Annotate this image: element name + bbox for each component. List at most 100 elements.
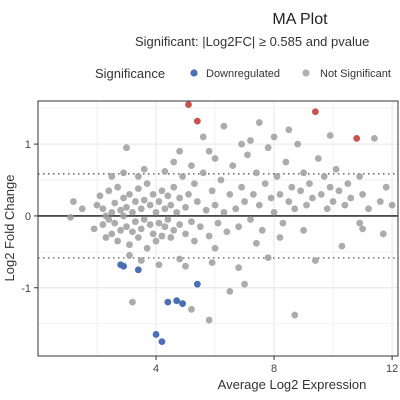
- point-not-significant: [164, 192, 172, 200]
- point-not-significant: [329, 198, 337, 205]
- point-not-significant: [140, 216, 148, 223]
- point-not-significant: [279, 219, 287, 227]
- point-not-significant: [170, 226, 178, 234]
- point-not-significant: [137, 257, 145, 264]
- point-not-significant: [255, 119, 263, 126]
- point-downregulated: [179, 300, 186, 307]
- point-not-significant: [264, 144, 272, 152]
- point-not-significant: [235, 264, 243, 272]
- point-not-significant: [247, 216, 254, 223]
- point-not-significant: [105, 187, 113, 195]
- point-not-significant: [297, 187, 305, 195]
- point-not-significant: [341, 201, 349, 209]
- point-not-significant: [241, 280, 248, 288]
- point-not-significant: [134, 234, 142, 241]
- point-not-significant: [309, 194, 316, 202]
- point-not-significant: [288, 183, 296, 191]
- point-not-significant: [241, 198, 248, 205]
- point-not-significant: [205, 147, 213, 155]
- point-not-significant: [226, 190, 234, 198]
- point-not-significant: [285, 126, 293, 134]
- point-not-significant: [120, 212, 127, 220]
- point-not-significant: [226, 287, 234, 295]
- legend-label-not-significant: Not Significant: [320, 68, 391, 80]
- point-not-significant: [332, 165, 340, 173]
- point-not-significant: [217, 176, 225, 184]
- point-not-significant: [379, 230, 387, 238]
- point-not-significant: [111, 199, 119, 207]
- point-not-significant: [182, 230, 189, 238]
- point-not-significant: [182, 203, 189, 211]
- point-not-significant: [247, 137, 254, 144]
- point-not-significant: [126, 241, 133, 249]
- point-not-significant: [126, 190, 133, 198]
- point-not-significant: [365, 205, 372, 213]
- point-not-significant: [270, 208, 278, 216]
- y-tick-label: 1: [25, 139, 31, 151]
- point-not-significant: [137, 225, 145, 233]
- point-downregulated: [158, 338, 166, 346]
- point-not-significant: [250, 190, 257, 198]
- legend-title: Significance: [95, 66, 165, 81]
- point-not-significant: [140, 196, 148, 204]
- point-not-significant: [214, 219, 222, 227]
- point-not-significant: [70, 198, 77, 205]
- point-not-significant: [202, 206, 210, 214]
- point-not-significant: [185, 190, 192, 198]
- point-not-significant: [264, 254, 272, 261]
- point-not-significant: [152, 208, 160, 216]
- point-not-significant: [376, 198, 384, 205]
- point-not-significant: [238, 183, 246, 191]
- point-not-significant: [370, 134, 378, 142]
- point-not-significant: [117, 226, 125, 234]
- point-not-significant: [252, 169, 260, 177]
- point-not-significant: [155, 219, 163, 227]
- point-not-significant: [238, 140, 246, 148]
- point-not-significant: [356, 219, 364, 227]
- point-not-significant: [120, 169, 127, 177]
- point-not-significant: [196, 223, 204, 231]
- point-upregulated: [311, 108, 319, 116]
- point-not-significant: [161, 223, 169, 231]
- point-not-significant: [176, 147, 184, 155]
- point-not-significant: [134, 185, 142, 193]
- point-not-significant: [244, 151, 251, 159]
- point-not-significant: [143, 180, 151, 188]
- point-not-significant: [117, 206, 125, 214]
- point-not-significant: [188, 162, 195, 170]
- point-not-significant: [78, 205, 86, 213]
- point-not-significant: [205, 232, 213, 240]
- point-not-significant: [235, 223, 243, 231]
- point-not-significant: [158, 187, 166, 195]
- point-not-significant: [161, 167, 169, 175]
- point-not-significant: [255, 201, 263, 209]
- point-not-significant: [120, 194, 127, 202]
- point-not-significant: [356, 173, 364, 180]
- point-not-significant: [123, 144, 130, 152]
- y-tick-label: -1: [21, 283, 31, 295]
- point-not-significant: [252, 239, 260, 247]
- point-not-significant: [190, 237, 198, 245]
- point-not-significant: [320, 173, 328, 180]
- point-not-significant: [67, 213, 74, 221]
- point-not-significant: [300, 226, 307, 234]
- point-not-significant: [188, 305, 195, 313]
- point-not-significant: [176, 194, 184, 202]
- point-not-significant: [126, 252, 133, 259]
- point-not-significant: [158, 232, 166, 240]
- point-not-significant: [155, 261, 163, 269]
- point-not-significant: [276, 190, 284, 198]
- x-tick-label: 8: [271, 363, 277, 375]
- point-not-significant: [179, 173, 186, 180]
- point-not-significant: [96, 192, 104, 200]
- point-not-significant: [220, 122, 228, 130]
- point-not-significant: [99, 221, 107, 228]
- point-not-significant: [294, 140, 302, 148]
- point-downregulated: [120, 262, 127, 270]
- point-not-significant: [108, 208, 116, 216]
- point-not-significant: [273, 173, 281, 180]
- data-points: [67, 101, 396, 346]
- point-not-significant: [314, 155, 322, 162]
- point-not-significant: [102, 234, 110, 241]
